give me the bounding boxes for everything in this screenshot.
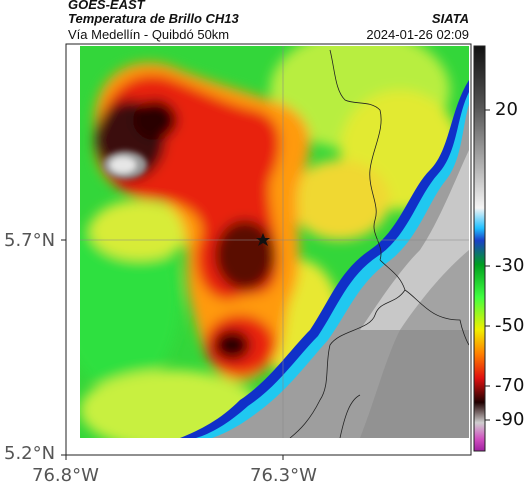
satellite-label: GOES-EAST [68,0,145,12]
lon-label-76-8: 76.8°W [32,465,99,486]
product-title: Temperatura de Brillo CH13 [68,11,239,26]
lat-label-5-2: 5.2°N [4,443,56,464]
colorbar [473,45,486,452]
star-icon [256,233,270,246]
lat-label-5-7: 5.7°N [4,230,56,251]
lon-label-76-3: 76.3°W [250,465,317,486]
colorbar-label-minus70: -70 [495,375,525,396]
agency-label: SIATA [431,11,469,26]
timestamp-label: 2024-01-26 02:09 [366,27,469,42]
route-subtitle: Vía Medellín - Quibdó 50km [68,27,230,42]
colorbar-label-minus30: -30 [495,255,525,276]
colorbar-label-minus50: -50 [495,315,525,336]
colorbar-label-minus90: -90 [495,409,525,430]
colorbar-label-20: 20 [495,99,518,120]
